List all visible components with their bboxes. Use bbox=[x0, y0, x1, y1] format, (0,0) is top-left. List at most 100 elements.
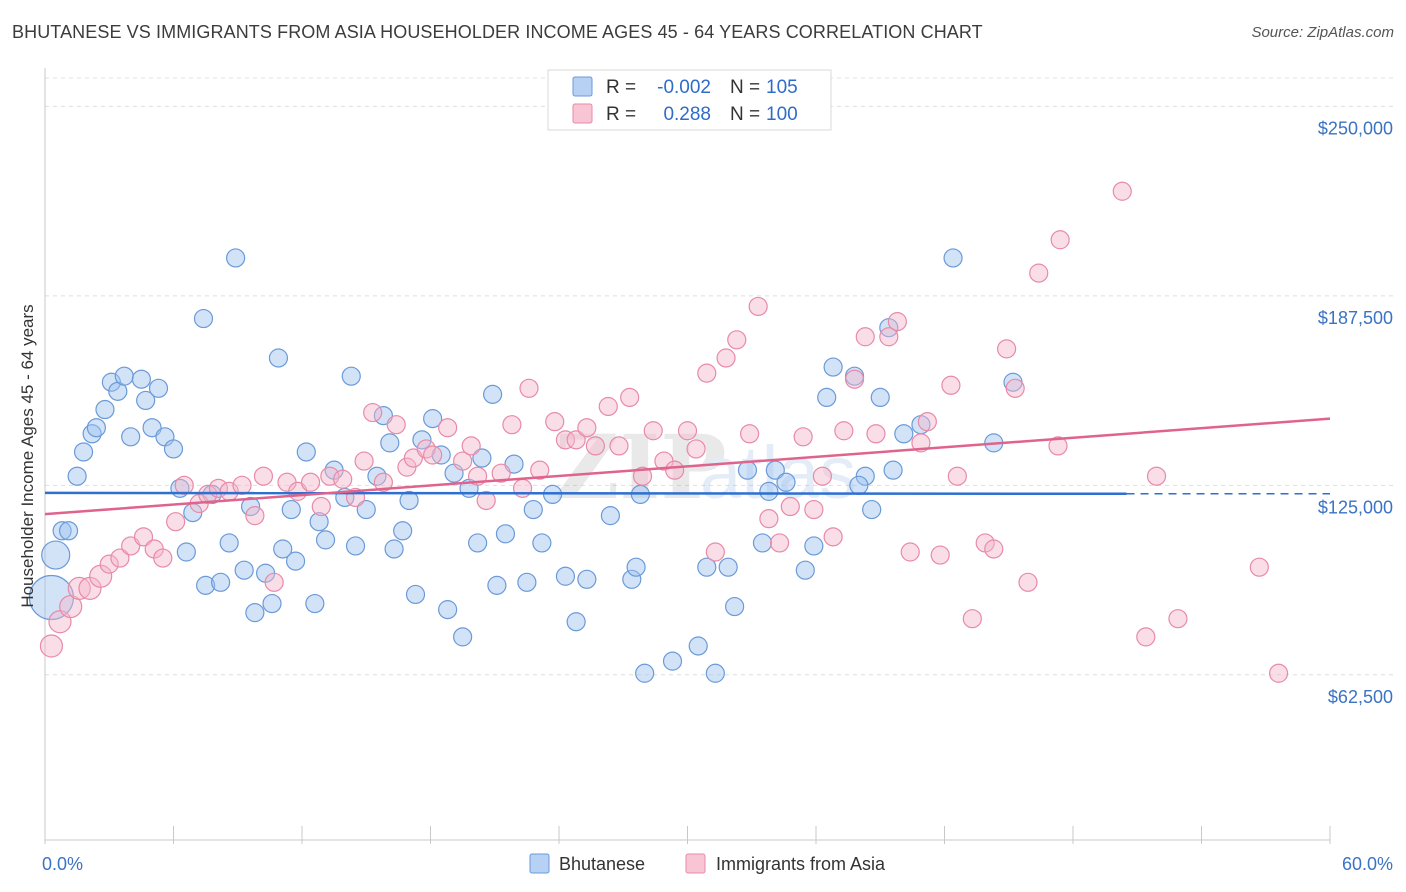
immigrants-point bbox=[530, 460, 550, 480]
immigrants-point bbox=[566, 430, 586, 450]
immigrants-point bbox=[740, 424, 760, 444]
bhutanese-point bbox=[523, 499, 543, 520]
immigrants-point bbox=[363, 402, 383, 423]
bhutanese-point bbox=[356, 499, 376, 520]
bhutanese-point bbox=[765, 460, 785, 480]
bhutanese-point bbox=[517, 572, 537, 592]
y-tick-label: $125,000 bbox=[1318, 497, 1393, 517]
immigrants-point bbox=[887, 312, 907, 332]
bhutanese-point bbox=[555, 566, 576, 586]
legend-n-value-2: 100 bbox=[766, 104, 798, 125]
series-immigrants-from-asia bbox=[39, 181, 1289, 683]
immigrants-point bbox=[461, 436, 481, 456]
bhutanese-point bbox=[384, 539, 404, 559]
legend-n-label-2: N = bbox=[730, 104, 760, 125]
bhutanese-point bbox=[635, 663, 655, 683]
bhutanese-point bbox=[725, 596, 745, 617]
bhutanese-point bbox=[705, 663, 725, 683]
bhutanese-point bbox=[817, 387, 837, 408]
x-tick-labels: 0.0% 60.0% bbox=[42, 854, 1393, 874]
immigrants-point bbox=[677, 421, 698, 441]
series-bhutanese bbox=[28, 248, 1023, 683]
legend-bottom-swatch-bhutanese bbox=[529, 853, 550, 874]
bhutanese-point bbox=[862, 499, 882, 520]
bhutanese-point bbox=[737, 460, 758, 480]
legend-n-label-1: N = bbox=[730, 77, 760, 98]
bhutanese-point bbox=[870, 387, 890, 408]
immigrants-point bbox=[545, 412, 565, 432]
immigrants-point bbox=[253, 466, 274, 486]
bhutanese-point bbox=[268, 348, 289, 368]
immigrants-point bbox=[727, 330, 747, 350]
immigrants-point bbox=[333, 469, 353, 489]
immigrants-point bbox=[962, 609, 982, 629]
bhutanese-point bbox=[285, 551, 306, 571]
bhutanese-point bbox=[943, 248, 963, 268]
immigrants-point bbox=[748, 296, 768, 317]
bhutanese-point bbox=[193, 308, 214, 329]
trend-lines bbox=[44, 417, 1331, 516]
immigrants-point bbox=[39, 634, 64, 658]
immigrants-point bbox=[598, 396, 618, 417]
bhutanese-point bbox=[234, 560, 254, 580]
immigrants-point bbox=[879, 327, 899, 347]
immigrants-point bbox=[823, 527, 843, 547]
bhutanese-point bbox=[883, 460, 903, 480]
bhutanese-point bbox=[487, 575, 507, 595]
immigrants-point bbox=[705, 542, 725, 562]
immigrants-point bbox=[643, 421, 663, 441]
bhutanese-point bbox=[176, 542, 196, 562]
bhutanese-point bbox=[148, 378, 169, 398]
bhutanese-point bbox=[211, 572, 231, 592]
immigrants-point bbox=[1268, 663, 1289, 683]
legend-swatch-immigrants bbox=[572, 103, 593, 124]
bhutanese-point bbox=[472, 448, 492, 468]
bhutanese-point bbox=[219, 533, 239, 553]
bhutanese-point bbox=[52, 521, 72, 541]
immigrants-point bbox=[110, 548, 130, 568]
legend-bottom: Bhutanese Immigrants from Asia bbox=[529, 853, 886, 874]
x-tick-label-max: 60.0% bbox=[1342, 854, 1393, 874]
bhutanese-point bbox=[305, 593, 325, 614]
immigrants-point bbox=[1050, 230, 1070, 250]
immigrants-point bbox=[1005, 378, 1025, 398]
bhutanese-point bbox=[412, 430, 432, 450]
bhutanese-point bbox=[626, 557, 646, 577]
bhutanese-point bbox=[67, 466, 87, 486]
bhutanese-point bbox=[309, 512, 329, 532]
immigrants-point bbox=[264, 572, 284, 592]
bhutanese-point bbox=[405, 584, 426, 605]
immigrants-point bbox=[453, 451, 473, 471]
trend-line-bhutanese bbox=[44, 491, 1127, 496]
y-axis-title: Householder Income Ages 45 - 64 years bbox=[18, 304, 37, 607]
immigrants-point bbox=[941, 375, 961, 395]
bhutanese-point bbox=[804, 536, 824, 556]
immigrants-point bbox=[984, 539, 1004, 559]
bhutanese-point bbox=[823, 357, 843, 377]
immigrants-point bbox=[769, 533, 790, 553]
immigrants-point bbox=[133, 527, 154, 547]
immigrants-point bbox=[930, 545, 950, 565]
bhutanese-point bbox=[759, 481, 779, 501]
immigrants-point bbox=[476, 490, 496, 511]
bhutanese-point bbox=[41, 540, 71, 570]
immigrants-point bbox=[917, 412, 937, 432]
bhutanese-point bbox=[281, 499, 301, 520]
immigrants-point bbox=[812, 466, 833, 486]
immigrants-point bbox=[1168, 609, 1188, 629]
legend-r-label-2: R = bbox=[606, 104, 636, 125]
bhutanese-point bbox=[86, 418, 107, 438]
bhutanese-point bbox=[58, 521, 79, 541]
immigrants-point bbox=[512, 478, 533, 498]
bhutanese-point bbox=[341, 366, 361, 386]
immigrants-point bbox=[585, 436, 606, 456]
immigrants-point bbox=[386, 415, 406, 435]
immigrants-point bbox=[245, 506, 265, 526]
immigrants-point bbox=[900, 542, 920, 562]
immigrants-point bbox=[1018, 572, 1038, 592]
bhutanese-point bbox=[495, 524, 516, 544]
immigrants-point bbox=[632, 466, 653, 486]
immigrants-point bbox=[300, 472, 321, 492]
bhutanese-point bbox=[196, 575, 216, 595]
immigrants-point bbox=[665, 460, 685, 480]
